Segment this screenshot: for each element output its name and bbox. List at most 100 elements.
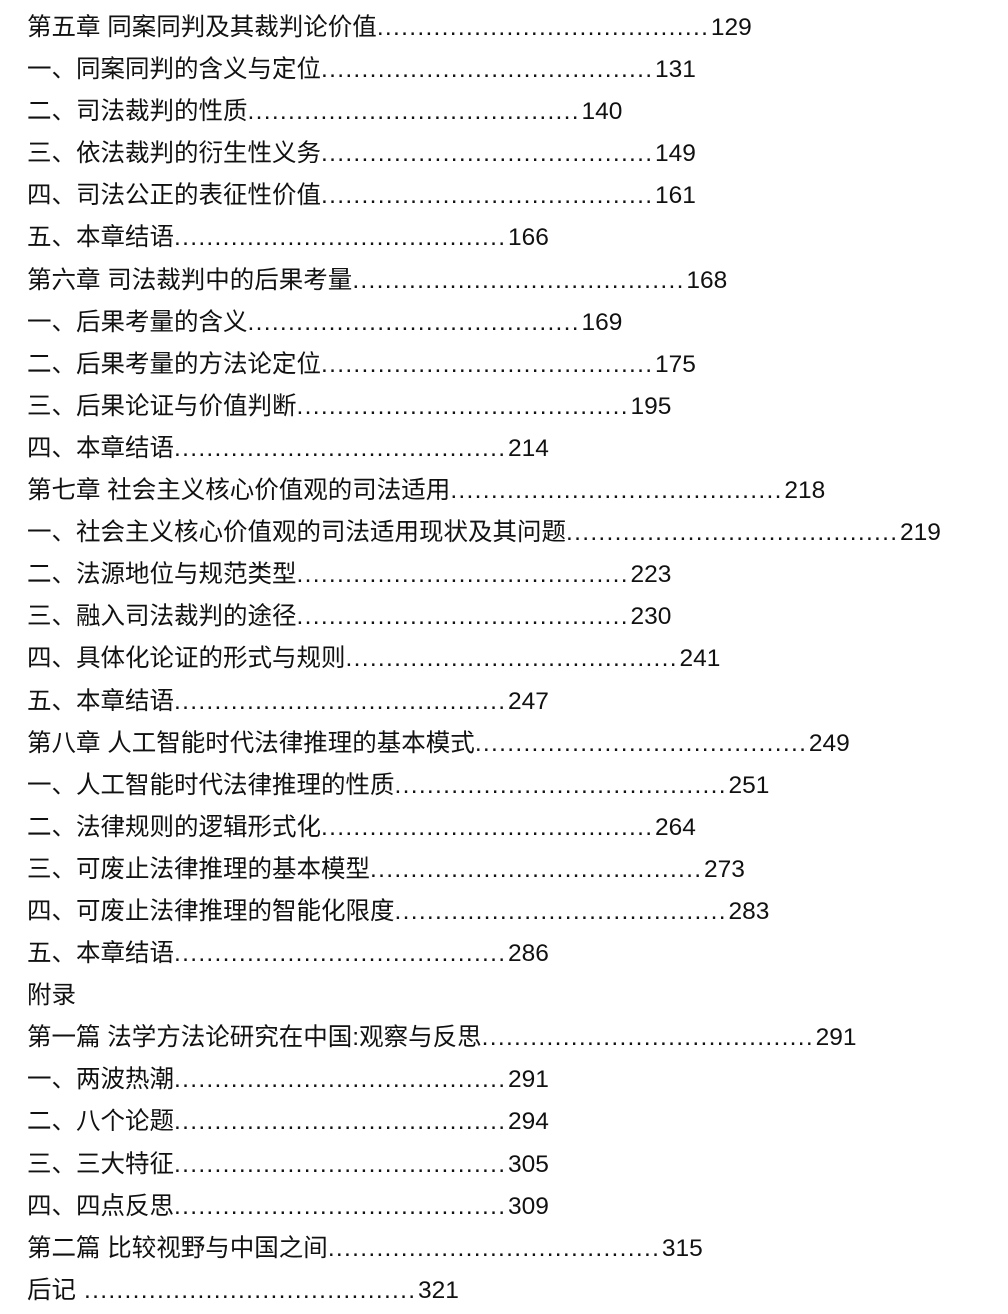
toc-entry: 二、司法裁判的性质...............................… — [27, 93, 941, 135]
toc-entry-page: 169 — [581, 308, 623, 336]
dot-leader: ........................................… — [327, 1234, 662, 1262]
table-of-contents: 第五章 同案同判及其裁判论价值.........................… — [27, 9, 941, 1314]
toc-entry-title: 附录 — [27, 982, 76, 1010]
dot-leader: ........................................… — [321, 182, 655, 210]
toc-entry-page: 247 — [508, 687, 549, 715]
toc-entry-title: 五、本章结语 — [27, 224, 174, 252]
toc-entry-title: 一、人工智能时代法律推理的性质 — [27, 771, 395, 799]
toc-entry: 三、后果论证与价值判断.............................… — [27, 388, 941, 430]
toc-entry-title: 一、后果考量的含义 — [27, 308, 248, 336]
dot-leader: ........................................… — [321, 813, 655, 841]
dot-leader: ........................................… — [247, 308, 582, 336]
dot-leader: ........................................… — [394, 897, 729, 925]
toc-entry: 五、本章结语..................................… — [27, 219, 941, 261]
toc-entry: 后记......................................… — [27, 1272, 941, 1314]
toc-entry: 二、八个论题..................................… — [27, 1103, 941, 1145]
toc-entry-page: 161 — [655, 182, 696, 210]
toc-entry-page: 140 — [581, 98, 623, 126]
toc-entry-title: 五、本章结语 — [27, 687, 174, 715]
toc-entry-title: 后记 — [27, 1276, 76, 1304]
toc-entry-page: 283 — [728, 897, 770, 925]
toc-entry: 第一篇 法学方法论研究在中国:观察与反思....................… — [27, 1019, 941, 1061]
toc-entry: 一、社会主义核心价值观的司法适用现状及其问题..................… — [27, 514, 941, 556]
toc-entry: 第五章 同案同判及其裁判论价值.........................… — [27, 9, 941, 51]
toc-entry-page: 286 — [508, 940, 549, 968]
dot-leader: ........................................… — [296, 561, 631, 589]
toc-entry-page: 321 — [418, 1276, 459, 1304]
toc-entry-page: 273 — [704, 855, 745, 883]
dot-leader: ........................................… — [566, 519, 900, 547]
toc-entry-page: 219 — [900, 519, 941, 547]
dot-leader: ........................................… — [174, 1066, 508, 1094]
toc-entry: 三、融入司法裁判的途径.............................… — [27, 598, 941, 640]
toc-entry-page: 309 — [508, 1192, 549, 1220]
toc-entry-title: 第七章 社会主义核心价值观的司法适用 — [27, 477, 451, 505]
toc-entry-page: 175 — [655, 350, 696, 378]
toc-entry-title: 第二篇 比较视野与中国之间 — [27, 1234, 328, 1262]
dot-leader: ........................................… — [296, 392, 631, 420]
dot-leader: ........................................… — [352, 266, 686, 294]
toc-entry: 二、法源地位与规范类型.............................… — [27, 556, 941, 598]
toc-entry: 第七章 社会主义核心价值观的司法适用......................… — [27, 472, 941, 514]
toc-entry-title: 四、司法公正的表征性价值 — [27, 182, 321, 210]
toc-entry-page: 249 — [808, 729, 850, 757]
dot-leader: ........................................… — [394, 771, 729, 799]
dot-leader: ........................................… — [321, 56, 655, 84]
toc-entry: 三、依法裁判的衍生性义务............................… — [27, 135, 941, 177]
toc-entry-title: 四、四点反思 — [27, 1192, 174, 1220]
toc-entry-title: 四、具体化论证的形式与规则 — [27, 645, 346, 673]
toc-entry-page: 214 — [508, 434, 549, 462]
dot-leader: ........................................… — [174, 224, 508, 252]
toc-entry: 四、司法公正的表征性价值............................… — [27, 177, 941, 219]
toc-entry-title: 二、法源地位与规范类型 — [27, 561, 297, 589]
toc-entry-page: 218 — [784, 477, 826, 505]
toc-entry-page: 294 — [508, 1108, 549, 1136]
toc-entry: 第六章 司法裁判中的后果考量..........................… — [27, 262, 941, 304]
toc-entry-page: 131 — [655, 56, 696, 84]
toc-entry-title: 第六章 司法裁判中的后果考量 — [27, 266, 353, 294]
dot-leader: ........................................… — [345, 645, 680, 673]
toc-entry-title: 一、同案同判的含义与定位 — [27, 56, 321, 84]
toc-entry-page: 129 — [710, 14, 752, 41]
toc-entry-title: 第一篇 法学方法论研究在中国:观察与反思 — [27, 1024, 482, 1052]
toc-entry-page: 264 — [655, 813, 696, 841]
toc-entry-title: 三、依法裁判的衍生性义务 — [27, 140, 321, 168]
toc-entry-page: 166 — [508, 224, 549, 252]
dot-leader: ........................................… — [174, 1192, 508, 1220]
toc-entry-title: 二、法律规则的逻辑形式化 — [27, 813, 321, 841]
toc-entry-title: 五、本章结语 — [27, 940, 174, 968]
toc-entry-title: 三、融入司法裁判的途径 — [27, 603, 297, 631]
toc-entry-page: 223 — [630, 561, 672, 589]
dot-leader: ........................................… — [321, 350, 655, 378]
toc-entry: 一、人工智能时代法律推理的性质.........................… — [27, 767, 941, 809]
dot-leader: ........................................… — [247, 98, 582, 126]
toc-entry-title: 二、八个论题 — [27, 1108, 174, 1136]
toc-entry: 五、本章结语..................................… — [27, 683, 941, 725]
dot-leader: ........................................… — [370, 855, 704, 883]
toc-entry-page: 195 — [630, 392, 672, 420]
dot-leader: ........................................… — [474, 729, 809, 757]
dot-leader: ........................................… — [321, 140, 655, 168]
dot-leader: ........................................… — [174, 434, 508, 462]
toc-entry-title: 三、后果论证与价值判断 — [27, 392, 297, 420]
toc-entry: 四、本章结语..................................… — [27, 430, 941, 472]
toc-entry-page: 291 — [508, 1066, 549, 1094]
dot-leader: ........................................… — [450, 477, 784, 505]
toc-entry-title: 四、可废止法律推理的智能化限度 — [27, 897, 395, 925]
toc-entry-page: 251 — [728, 771, 770, 799]
dot-leader: ........................................… — [174, 940, 508, 968]
toc-entry-page: 230 — [630, 603, 672, 631]
toc-entry: 二、后果考量的方法论定位............................… — [27, 346, 941, 388]
toc-entry: 四、具体化论证的形式与规则...........................… — [27, 640, 941, 682]
toc-entry-page: 168 — [686, 266, 728, 294]
toc-entry-title: 一、社会主义核心价值观的司法适用现状及其问题 — [27, 519, 566, 547]
toc-entry: 五、本章结语..................................… — [27, 935, 941, 977]
toc-entry: 附录 — [27, 977, 941, 1019]
toc-entry-page: 149 — [655, 140, 696, 168]
dot-leader: ........................................… — [84, 1276, 418, 1304]
toc-entry: 三、三大特征..................................… — [27, 1146, 941, 1188]
toc-entry-title: 三、可废止法律推理的基本模型 — [27, 855, 370, 883]
toc-entry-title: 三、三大特征 — [27, 1150, 174, 1178]
toc-entry-title: 一、两波热潮 — [27, 1066, 174, 1094]
toc-entry: 三、可废止法律推理的基本模型..........................… — [27, 851, 941, 893]
